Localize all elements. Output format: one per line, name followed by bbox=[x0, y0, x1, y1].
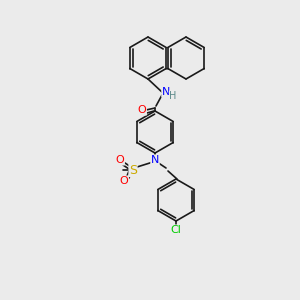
Text: S: S bbox=[129, 164, 137, 176]
Text: O: O bbox=[138, 105, 146, 115]
Text: N: N bbox=[151, 155, 159, 165]
Text: N: N bbox=[162, 87, 170, 97]
Text: H: H bbox=[169, 91, 177, 101]
Text: O: O bbox=[116, 155, 124, 165]
Text: O: O bbox=[120, 176, 128, 186]
Text: Cl: Cl bbox=[171, 225, 182, 235]
